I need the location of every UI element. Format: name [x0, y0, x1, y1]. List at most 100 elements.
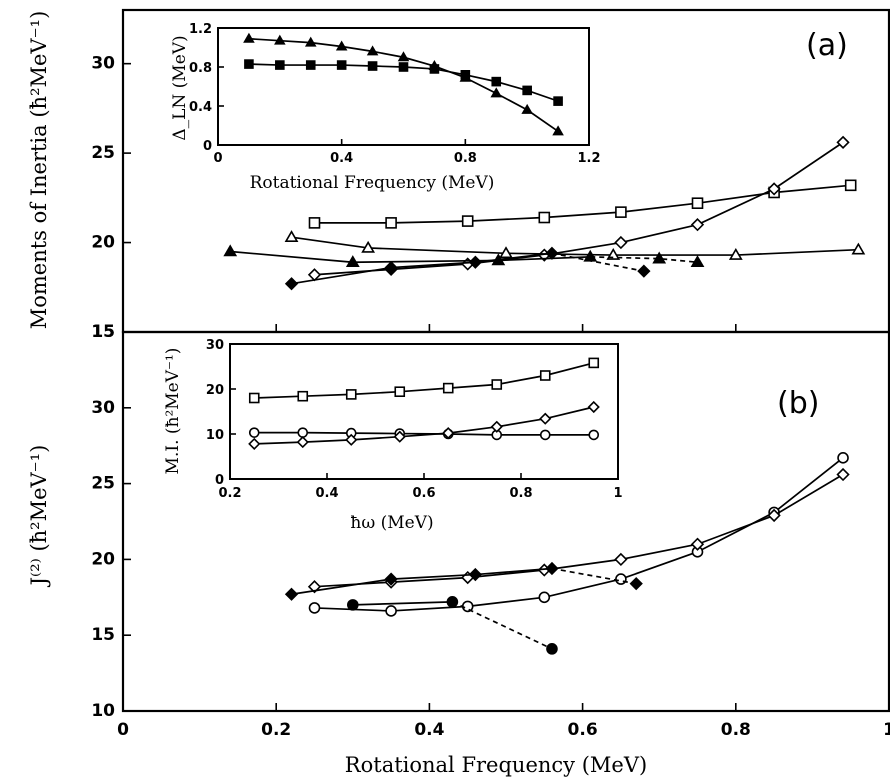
panel-a-inset-series-1-filled-square-point-9 — [522, 85, 532, 96]
panel-a-inset-x-tick-label: 1.2 — [577, 151, 600, 166]
panel-b-inset-series-0-open-square-point-1 — [297, 390, 309, 402]
panel-b-series-1-open-diamond-point-0 — [307, 580, 322, 594]
panel-b-inset-series-1-open-circle-point-1 — [297, 427, 309, 438]
inset-a-x-axis-title: Rotational Frequency (MeV) — [250, 173, 495, 193]
panel-a-series-5-filled-diamond-point-3 — [545, 246, 559, 260]
panel-a-series-0-open-square-point-2 — [461, 215, 474, 227]
panel-b-inset-series-1-open-circle-line — [254, 431, 594, 436]
panel-a-inset-series-0-filled-triangle-point-2 — [304, 36, 317, 47]
panel-b-series-3-filled-diamond-point-1 — [629, 577, 643, 591]
panel-a-series-0-open-square-point-7 — [844, 179, 857, 192]
panel-b-inset-series-2-open-diamond-point-5 — [490, 420, 503, 433]
panel-b-inset-series-1-open-circle-point-6 — [539, 429, 551, 441]
panel-a-y-tick-label: 30 — [91, 54, 115, 74]
panel-a-series-2-open-triangle-point-0 — [284, 230, 299, 242]
panel-a-y-tick-label: 25 — [91, 143, 115, 163]
panel-b-y-tick-label: 10 — [91, 701, 115, 721]
panel-b-inset-x-tick-label: 1 — [613, 486, 622, 501]
panel-a-inset-series-0-filled-triangle-point-0 — [243, 32, 255, 43]
panel-b-y-tick-label: 30 — [91, 398, 115, 418]
panel-a-series-1-open-diamond-point-4 — [614, 235, 628, 250]
panel-a-inset-series-1-filled-square-point-7 — [460, 70, 471, 80]
panel-a-series-5-filled-diamond-line — [291, 252, 553, 285]
panel-b-inset-series-2-open-diamond-point-4 — [442, 427, 455, 440]
panel-a-y-tick-label: 20 — [91, 233, 115, 253]
panel-b-inset-y-tick-label: 30 — [206, 338, 224, 353]
panel-b-series-0-open-circle-point-0 — [308, 602, 321, 614]
panel-a-inset-series-1-filled-square-point-4 — [367, 61, 378, 71]
panel-a-inset-series-0-filled-triangle-point-9 — [521, 103, 533, 114]
panel-b-inset-series-2-open-diamond-point-7 — [587, 400, 600, 414]
panel-b-inset-series-0-open-square-point-4 — [442, 382, 454, 394]
panel-b-inset-series-1-open-circle-point-0 — [248, 427, 260, 438]
inset-b-x-axis-title: ħω (MeV) — [350, 513, 433, 533]
y-axis-title-panel-b: J⁽²⁾ (ħ²MeV⁻¹) — [27, 445, 51, 588]
panel-a-inset-series-1-filled-square-point-0 — [244, 59, 254, 69]
panel-a-series-2-open-triangle-point-2 — [499, 246, 513, 259]
panel-a-series-4-filled-triangle-point-2 — [690, 255, 705, 268]
panel-b-inset-y-tick-label: 0 — [215, 473, 224, 488]
panel-a-inset-y-tick-label: 0.8 — [189, 61, 212, 76]
panel-b-x-tick-label: 0.4 — [414, 720, 444, 740]
panel-a-inset-y-tick-label: 1.2 — [189, 22, 212, 37]
panel-a-series-2-open-triangle-point-5 — [851, 242, 866, 255]
panel-a-series-0-open-square-point-3 — [538, 211, 551, 224]
inset-b-frame — [229, 343, 619, 480]
panel-b-series-2-filled-diamond-line — [291, 567, 553, 596]
panel-b-inset-series-0-open-square-point-6 — [539, 370, 551, 381]
panel-b-inset-series-0-open-square-point-2 — [345, 389, 357, 400]
panel-a-series-3-filled-triangle-line — [230, 250, 591, 264]
panel-b-y-tick-label: 20 — [91, 549, 115, 569]
panel-b-inset-series-0-open-square-point-0 — [248, 392, 260, 404]
panel-b-inset-x-tick-label: 0.2 — [218, 486, 241, 501]
panel-b-y-tick-label: 25 — [91, 474, 115, 494]
panel-b-series-5-filled-circle-point-1 — [546, 643, 558, 655]
panel-a-y-tick-label: 15 — [91, 322, 115, 342]
panel-a-inset-y-tick-label: 0.4 — [189, 100, 212, 115]
panel-frames — [121, 8, 890, 713]
panel-a-inset-series-1-filled-square-point-5 — [398, 62, 409, 72]
panel-b-inset-series-2-open-diamond-point-2 — [345, 433, 358, 446]
panel-b-inset-x-tick-label: 0.6 — [412, 486, 435, 501]
panel-a-inset-series-1-filled-square-point-6 — [429, 64, 440, 74]
panel-a-series-0-open-square-point-4 — [615, 206, 627, 218]
panel-b-inset-series-1-open-circle-point-7 — [588, 429, 600, 441]
panel-b-inset-series-2-open-diamond-point-6 — [539, 412, 552, 425]
panel-a-inset-series-0-filled-triangle-point-5 — [397, 51, 410, 62]
x-axis-title: Rotational Frequency (MeV) — [345, 753, 647, 777]
panel-b-series-0-open-circle-point-7 — [837, 452, 849, 464]
panel-a-inset-series-0-filled-triangle-point-10 — [552, 125, 564, 136]
data-layer — [223, 32, 866, 655]
panel-a-series-1-open-diamond-line — [314, 141, 844, 276]
y-axis-title-panel-a: Moments of Inertia (ħ²MeV⁻¹) — [27, 11, 51, 330]
panel-a-series-6-filled-diamond-line — [551, 252, 645, 273]
inset-a-frame — [217, 27, 590, 146]
panel-b-series-4-filled-circle-line — [352, 600, 453, 606]
panel-b-series-1-open-diamond-point-5 — [690, 537, 705, 551]
panel-a-inset-series-1-filled-square-point-2 — [305, 60, 316, 70]
panel-b-inset-series-0-open-square-point-5 — [491, 379, 503, 390]
panel-a-inset-x-tick-label: 0.4 — [330, 151, 353, 166]
panel-b-inset-x-tick-label: 0.4 — [315, 486, 338, 501]
panel-a-series-5-filled-diamond-point-0 — [284, 277, 299, 291]
panel-a-series-4-filled-triangle-line — [590, 256, 698, 264]
panel-a-series-0-open-square-point-1 — [385, 217, 397, 229]
panel-a-label: (a) — [806, 28, 848, 63]
panel-a-series-1-open-diamond-point-7 — [836, 135, 850, 150]
panel-b-series-1-open-diamond-point-7 — [836, 467, 850, 482]
panel-b-series-5-filled-circle-line — [452, 601, 553, 650]
panel-a-inset-x-tick-label: 0.8 — [454, 151, 477, 166]
panel-a-series-6-filled-diamond-point-1 — [637, 264, 651, 278]
panel-a-inset-series-0-filled-triangle-point-1 — [274, 34, 286, 45]
panel-a-series-0-open-square-point-0 — [308, 217, 321, 229]
panel-a-inset-series-0-filled-triangle-point-3 — [335, 40, 348, 51]
panel-b-inset-series-0-open-square-point-3 — [394, 386, 406, 398]
inset-a-y-axis-title: Δ_LN (MeV) — [170, 35, 190, 140]
panel-b-series-2-filled-diamond-point-0 — [284, 587, 299, 601]
panel-b-x-tick-label: 1 — [883, 720, 890, 740]
panel-b-series-0-open-circle-line — [314, 457, 844, 612]
panel-b-series-4-filled-circle-point-0 — [346, 599, 359, 611]
panel-b-series-0-open-circle-point-3 — [538, 591, 551, 604]
panel-b-inset-series-2-open-diamond-point-3 — [393, 430, 406, 443]
